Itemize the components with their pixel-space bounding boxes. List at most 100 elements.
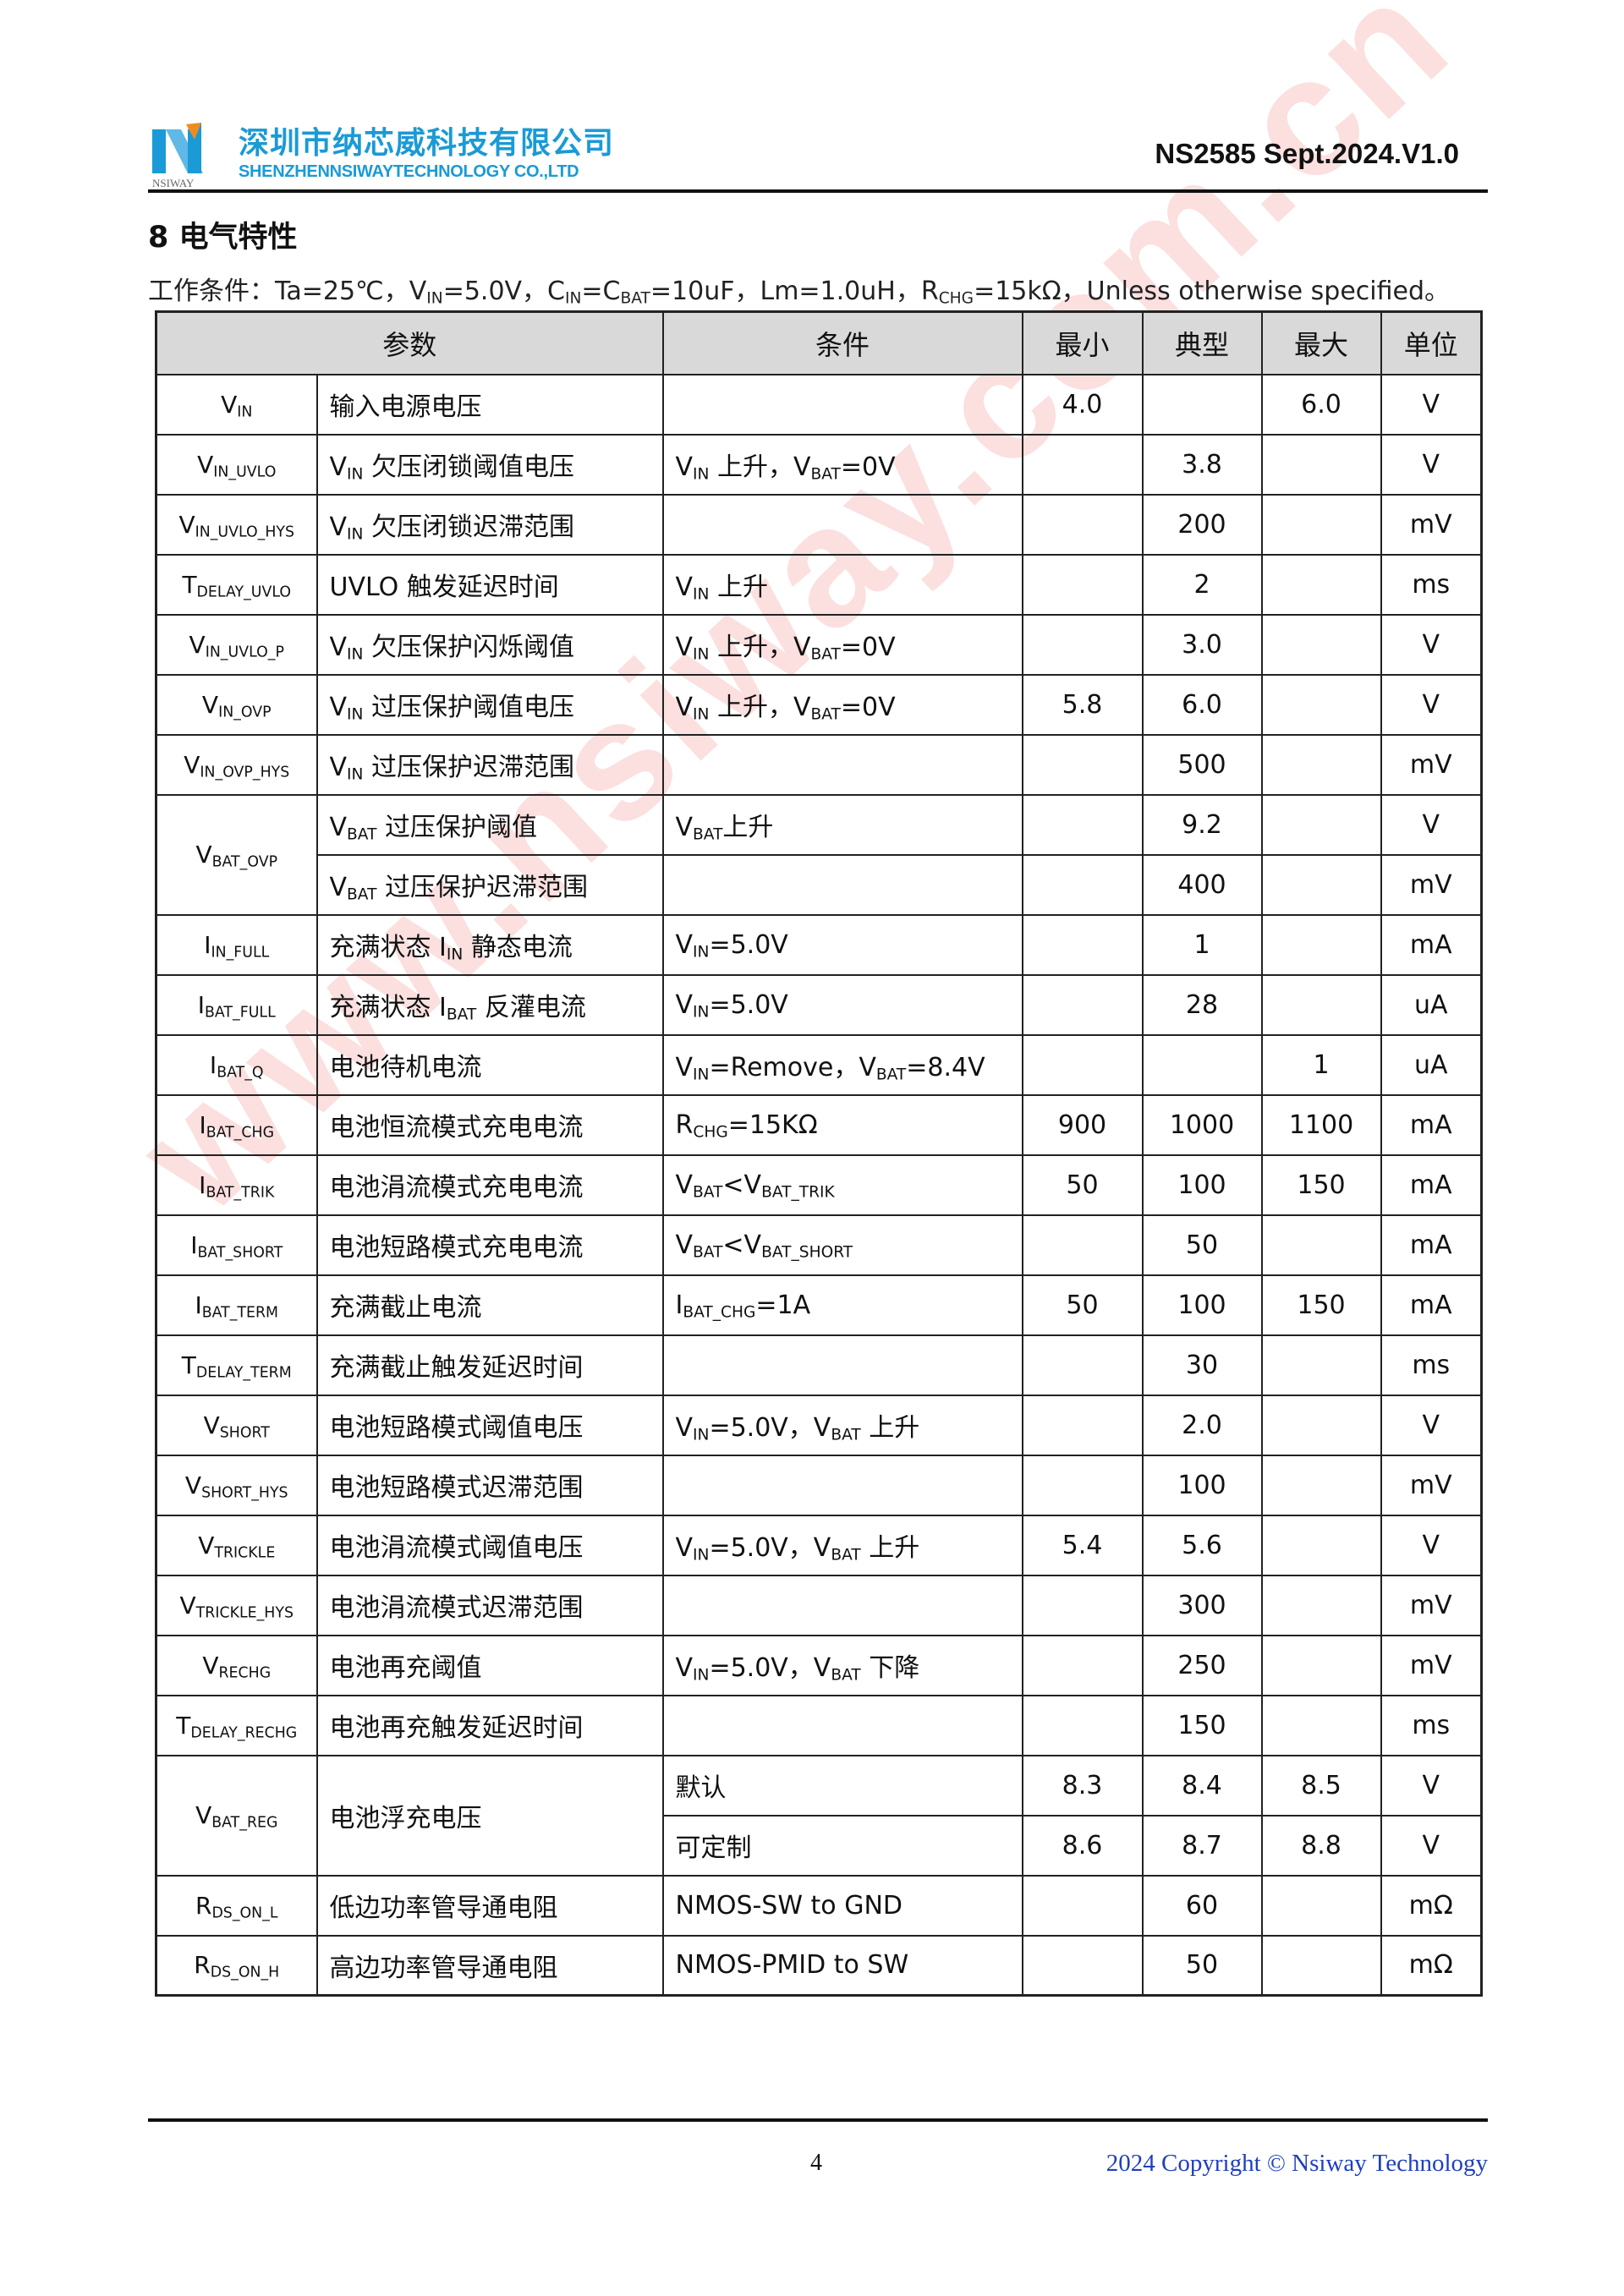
value-max: 1 [1260,1033,1382,1096]
value-typ: 100 [1141,1274,1263,1336]
text: =Remove，V [709,1053,876,1082]
text: 工作条件：Ta=25℃，V [148,277,427,306]
value-typ: 200 [1141,493,1263,556]
value-typ: 2 [1141,553,1263,616]
value-max: 150 [1260,1153,1382,1216]
text: 充满状态 I [329,933,447,962]
value-unit: ms [1380,553,1483,616]
text: =8.4V [906,1053,985,1082]
param-symbol: VBAT_OVP [155,793,318,916]
text: V [329,753,348,782]
text: V [329,693,348,722]
subscript: BAT [620,289,650,308]
text: V [329,452,348,482]
param-description: VIN 过压保护迟滞范围 [315,733,664,796]
value-typ: 3.8 [1141,433,1263,496]
text: V [675,1230,694,1260]
param-symbol: VTRICKLE_HYS [155,1574,318,1636]
value-unit: V [1380,1814,1483,1877]
param-symbol: IBAT_FULL [155,973,318,1036]
subscript: TRICKLE_HYS [195,1603,294,1621]
subscript: BAT_Q [217,1063,264,1081]
table-row: VIN_UVLO VIN 欠压闭锁阈值电压 VIN 上升，VBAT=0V 3.8 V [155,433,1483,496]
param-symbol: IBAT_Q [155,1033,318,1096]
value-max [1260,1694,1382,1756]
subscript: IN [347,465,364,484]
subscript: BAT [446,1006,477,1024]
subscript: DS_ON_L [211,1904,278,1921]
text: =15kΩ，Unless otherwise specified。 [974,277,1451,306]
text: V [675,929,694,960]
param-symbol: VRECHG [155,1634,318,1696]
header-condition: 条件 [661,310,1023,375]
text: V [329,633,348,662]
text: T [181,1351,196,1379]
table-row: VIN_OVP_HYS VIN 过压保护迟滞范围 500 mV [155,733,1483,796]
table-row: VBAT 过压保护迟滞范围 400 mV [156,853,1483,916]
param-symbol: IIN_FULL [155,913,318,976]
text: 上升，V [709,693,811,722]
text: V [675,693,694,722]
table-row: VBAT_OVP VBAT 过压保护阈值 VBAT上升 9.2 V [155,793,1483,916]
condition: VIN=5.0V，VBAT 上升 [661,1394,1023,1456]
value-max [1260,1574,1382,1636]
condition: VIN=5.0V [661,913,1023,976]
subscript: IN [693,465,710,484]
subscript: IN [693,1003,710,1022]
text: 过压保护迟滞范围 [376,873,588,902]
value-max: 1100 [1260,1093,1382,1156]
text: 低边功率管导通电阻 [329,1893,558,1923]
text: R [675,1110,694,1140]
value-min [1021,613,1144,676]
value-typ: 2.0 [1141,1394,1263,1456]
text: 电池涓流模式充电电流 [329,1173,584,1203]
value-min [1021,1214,1144,1276]
value-max [1260,433,1382,496]
subscript: IN_UVLO_HYS [195,523,295,540]
subscript: BAT [831,1666,861,1685]
text: 电池浮充电压 [329,1803,482,1833]
text: 默认 [675,1773,727,1803]
value-typ: 400 [1141,853,1263,916]
copyright: 2024 Copyright © Nsiway Technology [1106,2150,1488,2177]
value-typ: 300 [1141,1574,1263,1636]
param-description: 电池涓流模式充电电流 [315,1153,664,1216]
value-unit: mΩ [1380,1874,1483,1937]
param-description: 电池待机电流 [315,1033,664,1096]
text: 上升 [722,813,774,842]
text: 电池再充阈值 [329,1653,482,1683]
value-unit: mA [1380,1274,1483,1336]
param-symbol: IBAT_SHORT [155,1214,318,1276]
text: V [184,750,200,779]
condition [661,373,1023,436]
subscript: BAT_OVP [211,853,278,871]
text: V [675,633,694,662]
header-min: 最小 [1021,310,1144,375]
table-row: RDS_ON_L 低边功率管导通电阻 NMOS-SW to GND 60 mΩ [155,1874,1483,1937]
text: 电池恒流模式充电电流 [329,1113,584,1143]
table-row: VBAT_REG 电池浮充电压 默认 8.3 8.4 8.5 V [155,1754,1483,1877]
subscript: IN [693,585,710,604]
subscript: IN [693,645,710,664]
table-row: 可定制 8.6 8.7 8.8 V [156,1814,1483,1877]
electrical-characteristics-table: 参数 条件 最小 典型 最大 单位 VIN 输入电源电压 4.0 6.0 V VIN_UV… [155,310,1483,1997]
param-symbol: VBAT_REG [155,1754,318,1877]
header-unit: 单位 [1380,310,1483,375]
condition: VBAT上升 [661,793,1023,856]
text: <V [722,1230,762,1260]
condition [661,853,1023,916]
condition [661,1694,1023,1756]
table-row: VSHORT 电池短路模式阈值电压 VIN=5.0V，VBAT 上升 2.0 V [155,1394,1483,1456]
value-min: 50 [1021,1153,1144,1216]
text: V [675,1053,694,1082]
text: R [194,1951,211,1980]
param-symbol: IBAT_TERM [155,1274,318,1336]
value-typ [1141,373,1263,436]
param-symbol: VIN_UVLO_P [155,613,318,676]
value-max: 150 [1260,1274,1382,1336]
subscript: BAT [347,825,377,844]
param-symbol: VSHORT_HYS [155,1454,318,1516]
header-typ: 典型 [1141,310,1263,375]
text: 电池短路模式迟滞范围 [329,1473,584,1503]
text: =10uF，Lm=1.0uH，R [650,277,939,306]
